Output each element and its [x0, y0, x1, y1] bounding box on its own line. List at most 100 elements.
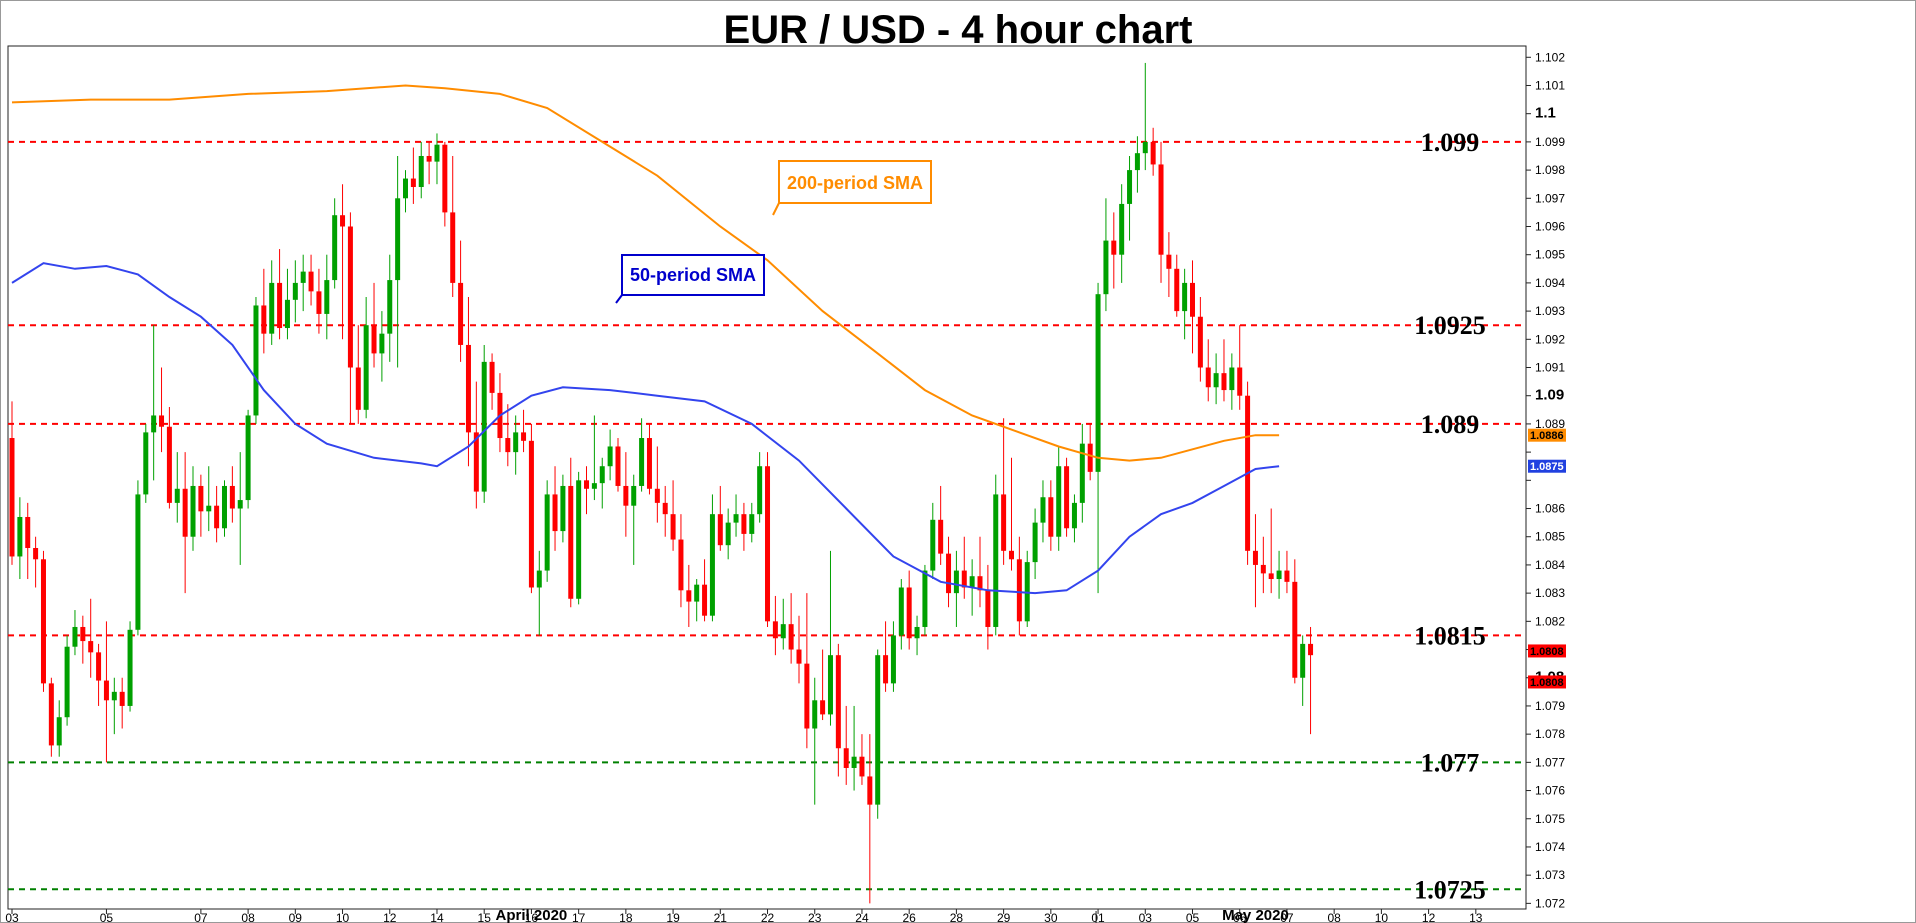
x-tick-label: 05: [100, 911, 114, 923]
candle-body-up: [1040, 497, 1046, 523]
candle-body-up: [111, 691, 117, 701]
candle-body-up: [780, 624, 786, 639]
candle-body-down: [843, 748, 849, 768]
y-tick-label: 1.077: [1535, 755, 1565, 769]
annotation-label: 50-period SMA: [630, 265, 756, 285]
x-tick-label: 16: [525, 911, 539, 923]
candle-body-down: [938, 519, 944, 554]
candle-body-up: [174, 488, 180, 503]
candle-body-up: [631, 485, 637, 506]
candle-body-down: [584, 480, 590, 489]
annotation-pointer: [615, 294, 623, 304]
month-label: April 2020: [496, 907, 568, 923]
y-tick-label: 1.076: [1535, 784, 1565, 798]
candle-body-up: [300, 271, 306, 283]
candle-body-down: [33, 548, 39, 560]
annotation-box: [778, 160, 932, 204]
candle-body-down: [835, 655, 841, 749]
candle-body-up: [206, 505, 212, 512]
candle-body-down: [277, 282, 283, 329]
candle-body-up: [725, 522, 731, 546]
x-tick-label: 26: [903, 911, 917, 923]
candle-body-up: [395, 198, 401, 281]
candle-body-down: [867, 776, 873, 805]
candle-body-down: [859, 756, 865, 777]
level-label: 1.077: [1421, 748, 1480, 777]
candle-body-up: [749, 514, 755, 534]
candle-body-up: [143, 432, 149, 495]
y-tick-label: 1.097: [1535, 191, 1565, 205]
candle-body-up: [190, 485, 196, 537]
candle-body-down: [1016, 559, 1022, 622]
candle-body-up: [151, 415, 157, 433]
candle-body-up: [1095, 294, 1101, 472]
candle-body-down: [615, 446, 621, 486]
candle-body-down: [426, 155, 432, 162]
candle-body-down: [40, 559, 46, 684]
x-tick-label: 08: [241, 911, 255, 923]
x-tick-label: 01: [1091, 911, 1105, 923]
candle-body-up: [544, 494, 550, 571]
candle-body-up: [292, 282, 298, 300]
candle-body-down: [662, 502, 668, 515]
y-tick-label: 1.101: [1535, 78, 1565, 92]
candle-body-down: [977, 576, 983, 591]
x-tick-label: 10: [1375, 911, 1389, 923]
candle-body-up: [922, 570, 928, 627]
candle-body-down: [119, 691, 125, 706]
candle-body-down: [670, 514, 676, 540]
candle-body-up: [1300, 643, 1306, 678]
annotation-box: [621, 254, 765, 296]
level-label: 1.0925: [1414, 311, 1486, 340]
candle-body-down: [1001, 494, 1007, 551]
candle-body-down: [820, 700, 826, 715]
candle-body-down: [473, 432, 479, 492]
x-tick-label: 09: [289, 911, 303, 923]
level-label: 1.099: [1421, 128, 1480, 157]
candle-body-down: [1221, 373, 1227, 391]
annotation-label: 200-period SMA: [787, 173, 923, 193]
candle-body-up: [757, 466, 763, 515]
x-tick-label: 05: [1186, 911, 1200, 923]
x-tick-label: 28: [950, 911, 964, 923]
candle-body-up: [812, 700, 818, 729]
y-tick-label: 1.091: [1535, 361, 1565, 375]
y-tick-label: 1.099: [1535, 135, 1565, 149]
candle-body-down: [1190, 282, 1195, 317]
candle-body-up: [1127, 170, 1133, 204]
candle-body-down: [159, 415, 165, 427]
candle-body-up: [332, 215, 338, 281]
candle-body-up: [127, 629, 133, 706]
candle-body-down: [741, 514, 747, 534]
candle-body-up: [284, 299, 290, 329]
candle-body-down: [505, 438, 511, 453]
candle-body-down: [717, 514, 723, 546]
candle-body-up: [1079, 443, 1085, 503]
candle-body-up: [827, 655, 833, 715]
candle-body-up: [639, 438, 645, 486]
candle-body-up: [72, 626, 78, 647]
candle-body-up: [969, 576, 975, 588]
candle-body-down: [1064, 466, 1070, 529]
candle-body-down: [796, 649, 802, 664]
candle-body-up: [387, 280, 393, 334]
candle-body-down: [946, 553, 952, 594]
candle-body-down: [1197, 316, 1203, 368]
candle-body-down: [1284, 570, 1290, 582]
candle-body-down: [48, 683, 54, 746]
candle-body-down: [1158, 164, 1164, 255]
candle-body-up: [1119, 203, 1125, 255]
candle-body-up: [993, 494, 999, 627]
candle-body-down: [646, 438, 652, 489]
candle-body-down: [1111, 240, 1117, 255]
y-tick-label: 1.095: [1535, 248, 1565, 262]
candle-body-up: [890, 635, 896, 684]
y-tick-label: 1.072: [1535, 896, 1565, 910]
candle-body-up: [1103, 240, 1109, 295]
candle-body-up: [1056, 466, 1062, 537]
level-label: 1.0725: [1414, 875, 1486, 904]
y-tick-label: 1.079: [1535, 699, 1565, 713]
candle-body-down: [1260, 564, 1266, 574]
candle-body-up: [245, 415, 251, 501]
